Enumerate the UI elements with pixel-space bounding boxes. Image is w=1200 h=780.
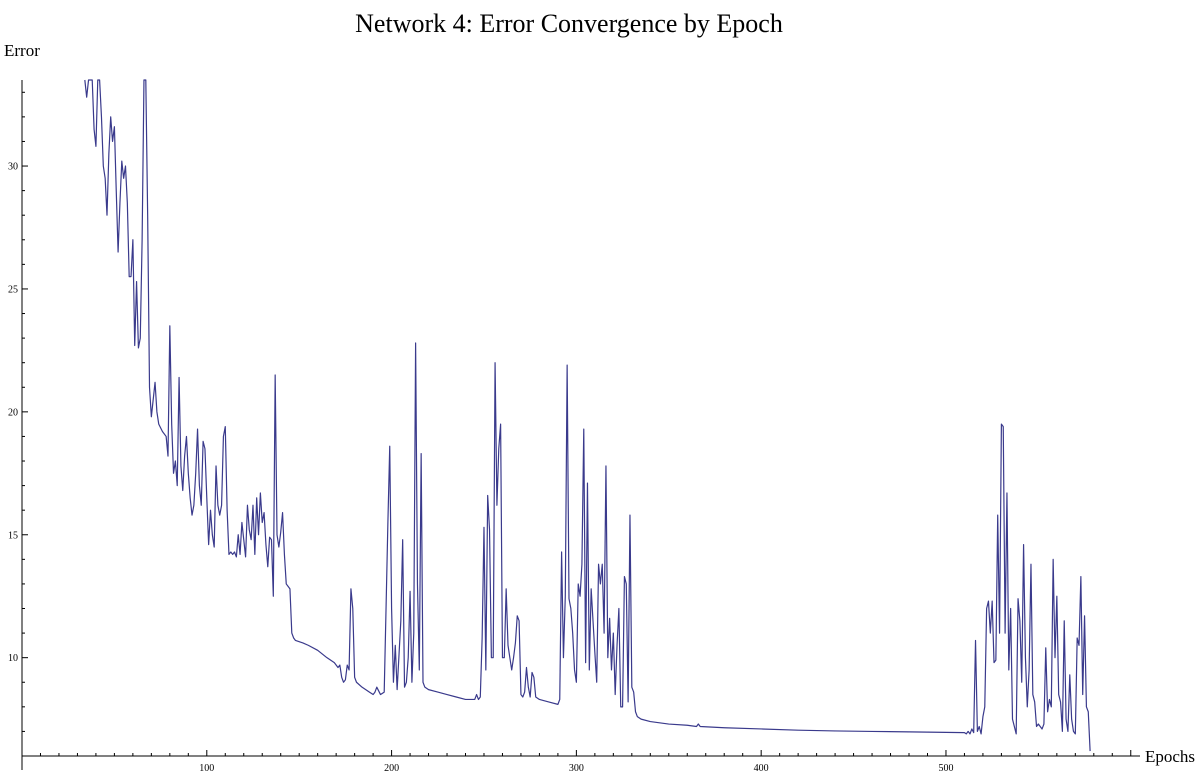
- x-tick-label: 300: [569, 763, 584, 774]
- y-tick-label: 20: [8, 407, 18, 418]
- x-axis-ticks: [39, 750, 1132, 756]
- plot-area: [84, 79, 1091, 752]
- x-tick-label: 400: [754, 763, 769, 774]
- y-tick-label: 30: [8, 162, 18, 173]
- y-axis-ticks: [22, 91, 28, 757]
- x-tick-labels: 100 200 300 400 500: [199, 763, 953, 774]
- y-tick-label: 15: [8, 530, 18, 541]
- y-axis-label: Error: [4, 41, 40, 60]
- x-tick-label: 100: [199, 763, 214, 774]
- series-line: [84, 79, 1091, 752]
- x-axis-label: Epochs: [1145, 747, 1195, 766]
- x-tick-label: 500: [938, 763, 953, 774]
- y-tick-label: 25: [8, 284, 18, 295]
- y-tick-labels: 10 15 20 25 30: [8, 162, 18, 665]
- y-tick-label: 10: [8, 653, 18, 664]
- x-tick-label: 200: [384, 763, 399, 774]
- chart-title: Network 4: Error Convergence by Epoch: [355, 9, 783, 38]
